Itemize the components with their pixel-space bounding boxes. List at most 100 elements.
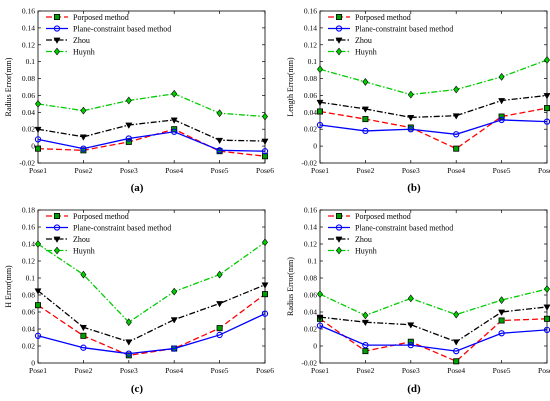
data-point (361, 319, 369, 327)
data-point (407, 322, 415, 329)
legend-marker (53, 236, 61, 243)
data-point (170, 317, 178, 324)
legend-marker (53, 37, 61, 44)
legend-label: Huynh (73, 48, 95, 57)
plot-area (37, 10, 266, 164)
data-point (498, 317, 505, 324)
x-tick-label: Pose2 (74, 166, 92, 175)
plot-area (319, 10, 548, 164)
x-tick-label: Pose1 (311, 366, 329, 375)
legend-label: Zhou (355, 36, 372, 45)
chart-panel-1: -0.02 0 0.02 0.04 0.06 0.08 0.1 0.12 0.14 0.16 Pos… (4, 7, 274, 195)
legend-marker (54, 212, 61, 219)
y-axis-label: Radius Error(mm) (286, 257, 295, 316)
y-tick-label: 0.12 (304, 240, 317, 249)
x-tick-label: Pose3 (120, 166, 138, 175)
panel-label: (d) (407, 383, 421, 395)
data-point (216, 301, 224, 308)
x-tick-label: Pose1 (29, 366, 47, 375)
y-tick-label: 0.02 (304, 325, 317, 334)
data-point (79, 324, 87, 332)
x-tick-label: Pose6 (256, 166, 274, 175)
panel-label: (a) (131, 182, 144, 194)
legend-label: Porposed method (73, 212, 129, 221)
data-point (407, 115, 415, 122)
data-point (407, 126, 414, 133)
data-point (453, 85, 460, 94)
data-point (361, 106, 369, 113)
data-point (261, 153, 268, 160)
legend-marker (335, 212, 342, 219)
data-point (407, 294, 414, 303)
y-tick-label: 0.14 (304, 23, 317, 32)
chart-panel-4: -0.02 0 0.02 0.04 0.06 0.08 0.1 0.12 0.14 0.16 Pos… (286, 206, 550, 395)
data-point (125, 96, 132, 105)
y-tick-label: 0.04 (22, 108, 35, 117)
legend-label: Zhou (73, 235, 90, 244)
data-point (261, 291, 268, 298)
legend: Porposed method Plane-constraint based me… (328, 13, 453, 57)
x-tick-label: Pose3 (402, 366, 420, 375)
data-point (171, 345, 178, 352)
y-tick-label: 0.04 (22, 325, 35, 334)
y-tick-label: 0 (313, 142, 317, 151)
y-tick-label: 0 (31, 359, 35, 368)
series-line-zhou (37, 284, 266, 343)
legend-label: Huynh (73, 247, 95, 256)
data-point (216, 137, 224, 145)
legend-label: Plane-constraint based method (355, 224, 453, 233)
y-tick-label: 0.1 (26, 57, 36, 66)
x-tick-label: Pose1 (311, 166, 329, 175)
legend-label: Porposed method (355, 212, 411, 221)
series-line-porposed-method (319, 107, 548, 150)
legend: Porposed method Plane-constraint based me… (46, 13, 171, 57)
y-tick-label: 0.12 (304, 40, 317, 49)
legend-label: Zhou (355, 235, 372, 244)
data-point (362, 348, 369, 355)
data-point (498, 98, 506, 105)
legend-label: Porposed method (73, 13, 129, 22)
chart-panel-2: -0.02 0 0.02 0.04 0.06 0.08 0.1 0.12 0.14 0.16 Pos… (286, 7, 550, 194)
series-line-plane-constraint-based-method (37, 131, 266, 152)
data-point (34, 136, 42, 143)
y-axis-label: H Error(mm) (4, 265, 13, 308)
legend-label: Plane-constraint based method (355, 25, 453, 34)
data-point (543, 304, 550, 311)
y-tick-label: 0.12 (22, 40, 35, 49)
y-tick-label: 0.08 (22, 291, 35, 300)
y-tick-label: 0 (313, 342, 317, 351)
y-tick-label: 0.02 (22, 342, 35, 351)
y-tick-label: 0.14 (304, 223, 317, 232)
series-line-huynh (319, 59, 548, 96)
data-point (261, 282, 269, 289)
data-point (407, 338, 414, 345)
y-tick-label: 0.02 (304, 125, 317, 134)
data-point (35, 99, 41, 108)
data-point (316, 99, 324, 107)
data-point (79, 134, 87, 141)
y-tick-label: 0.08 (304, 274, 317, 283)
y-tick-label: 0 (31, 142, 35, 151)
data-point (498, 116, 505, 124)
data-point (452, 113, 460, 120)
data-point (35, 145, 42, 152)
series-line-huynh (37, 241, 266, 324)
y-tick-label: 0.14 (22, 240, 35, 249)
data-point (125, 350, 132, 357)
data-point (35, 302, 42, 309)
y-axis-label: Length Error(mm) (286, 57, 295, 117)
data-point (362, 127, 369, 135)
data-point (261, 310, 269, 317)
data-point (316, 108, 323, 115)
legend-label: Plane-constraint based method (73, 224, 171, 233)
data-point (362, 116, 369, 123)
y-tick-label: 0.06 (304, 91, 317, 100)
legend-marker (53, 25, 61, 32)
data-point (362, 341, 369, 349)
data-point (407, 341, 414, 349)
data-point (407, 90, 414, 99)
data-point (125, 138, 132, 145)
legend-marker (335, 224, 343, 231)
y-tick-label: 0.08 (22, 74, 35, 83)
data-point (544, 285, 550, 293)
